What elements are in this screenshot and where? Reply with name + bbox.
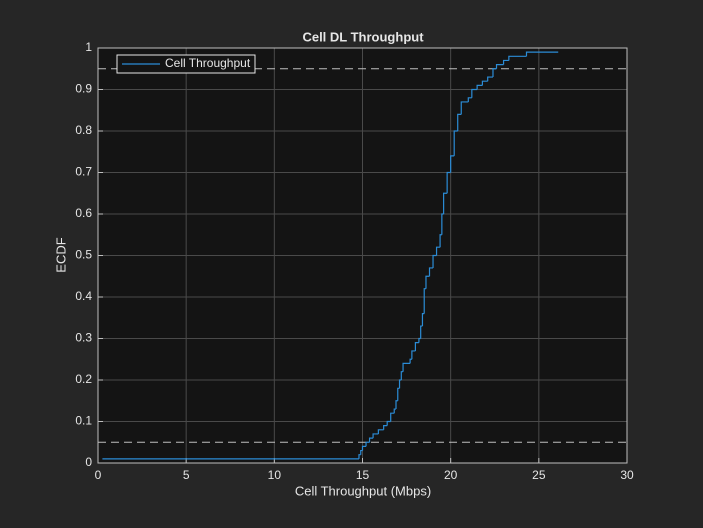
y-tick-label: 0.1 (75, 414, 92, 428)
x-axis-label: Cell Throughput (Mbps) (295, 483, 431, 498)
ecdf-step (525, 51, 559, 57)
ecdf-step (365, 441, 370, 447)
ecdf-step (390, 412, 395, 422)
ecdf-step (446, 171, 451, 194)
x-tick-label: 20 (444, 468, 458, 482)
ecdf-step (411, 350, 416, 360)
x-tick-label: 25 (532, 468, 546, 482)
chart-title: Cell DL Throughput (302, 29, 424, 44)
x-tick-label: 10 (268, 468, 282, 482)
ecdf-step (460, 101, 469, 115)
ecdf-step (457, 113, 462, 131)
y-tick-label: 0 (85, 455, 92, 469)
ecdf-step (481, 80, 488, 86)
x-tick-label: 30 (620, 468, 634, 482)
y-tick-label: 0.5 (75, 248, 92, 262)
ecdf-step (368, 437, 374, 443)
axes-box (97, 47, 628, 464)
ecdf-step (428, 267, 434, 277)
ecdf-step (443, 192, 448, 214)
ecdf-step (402, 362, 411, 372)
ecdf-step (471, 88, 478, 98)
y-tick-label: 0.2 (75, 372, 92, 386)
x-tick-label: 0 (95, 468, 102, 482)
x-tick-label: 5 (183, 468, 190, 482)
ecdf-step (476, 84, 483, 90)
y-tick-label: 0.8 (75, 123, 92, 137)
y-axis-label: ECDF (53, 237, 68, 272)
y-tick-label: 1 (85, 40, 92, 54)
ecdf-step (432, 254, 437, 268)
ecdf-step (386, 420, 391, 426)
legend-label: Cell Throughput (165, 56, 251, 70)
ecdf-step (467, 97, 472, 102)
legend-box (116, 54, 256, 74)
ecdf-step (450, 155, 455, 173)
y-tick-label: 0.7 (75, 165, 92, 179)
ecdf-step (492, 68, 497, 78)
ecdf-step (361, 445, 367, 451)
ecdf-step (487, 76, 493, 82)
y-tick-label: 0.3 (75, 331, 92, 345)
x-tick-label: 15 (356, 468, 370, 482)
y-tick-label: 0.9 (75, 82, 92, 96)
legend: Cell Throughput (116, 54, 256, 74)
ecdf-step (383, 425, 388, 430)
ecdf-step (377, 429, 384, 434)
ecdf-step (372, 433, 379, 439)
ecdf-step (414, 342, 419, 351)
ecdf-step (453, 130, 458, 156)
ecdf-step (425, 275, 430, 289)
ecdf-step (435, 246, 441, 256)
y-tick-label: 0.6 (75, 206, 92, 220)
y-tick-label: 0.4 (75, 289, 92, 303)
ecdf-step (508, 55, 527, 61)
ecdf-step (495, 63, 504, 69)
ecdf-step (502, 59, 509, 65)
